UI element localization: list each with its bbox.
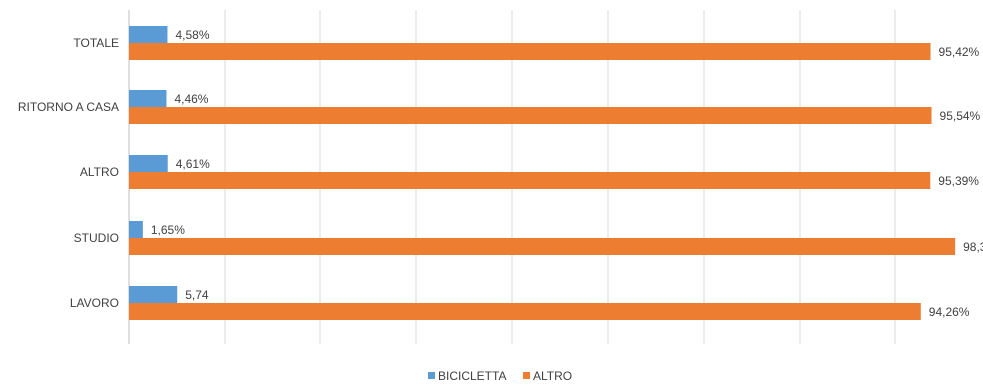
category-label: ALTRO: [80, 165, 119, 179]
data-labels: 4,58% 4,46% 4,61% 1,65% 5,74 95,42% 95,54% 95,3…: [151, 28, 983, 319]
bar-altro: [129, 238, 956, 255]
bar-bicicletta: [129, 26, 168, 43]
data-label: 94,26%: [929, 305, 970, 319]
data-label: 98,35%: [963, 240, 983, 254]
data-label: 95,42%: [939, 45, 980, 59]
data-label: 95,39%: [938, 174, 979, 188]
bar-bicicletta: [129, 221, 143, 238]
data-label: 95,54%: [940, 109, 981, 123]
category-label: TOTALE: [73, 36, 119, 50]
category-label: LAVORO: [70, 296, 119, 310]
legend-label-altro: ALTRO: [533, 369, 572, 383]
bar-altro: [129, 172, 931, 189]
bar-altro: [129, 303, 921, 320]
data-label: 5,74: [185, 288, 209, 302]
legend-swatch-bicicletta: [428, 372, 435, 379]
category-axis: TOTALE RITORNO A CASA ALTRO STUDIO LAVORO: [18, 36, 119, 310]
data-label: 4,61%: [176, 157, 210, 171]
legend: BICICLETTA ALTRO: [428, 369, 572, 383]
bar-altro: [129, 107, 932, 124]
category-label: RITORNO A CASA: [18, 100, 119, 114]
legend-swatch-altro: [523, 372, 530, 379]
bars: [129, 26, 956, 320]
data-label: 1,65%: [151, 223, 185, 237]
data-label: 4,58%: [175, 28, 209, 42]
bar-bicicletta: [129, 286, 178, 303]
bar-bicicletta: [129, 155, 168, 172]
data-label: 4,46%: [174, 92, 208, 106]
bar-altro: [129, 43, 931, 60]
category-label: STUDIO: [74, 231, 119, 245]
legend-label-bicicletta: BICICLETTA: [438, 369, 506, 383]
bar-bicicletta: [129, 90, 167, 107]
